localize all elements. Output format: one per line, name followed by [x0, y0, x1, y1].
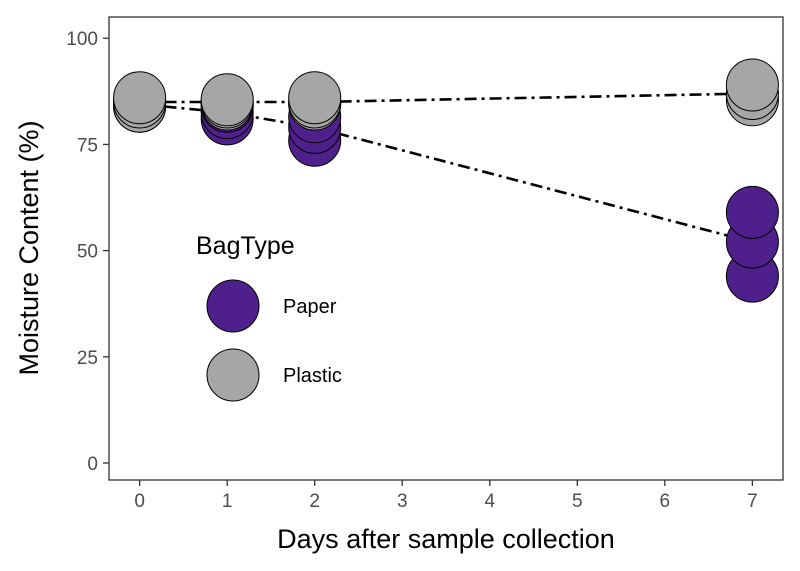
- point-plastic: [113, 71, 167, 125]
- y-tick-label: 75: [77, 135, 98, 156]
- y-tick-label: 100: [66, 29, 98, 50]
- legend-label-plastic: Plastic: [283, 365, 342, 387]
- x-tick-label: 0: [134, 491, 145, 512]
- legend-key-plastic: [206, 348, 260, 402]
- y-tick-label: 50: [77, 242, 98, 263]
- legend-key-paper: [206, 279, 260, 333]
- x-axis-title: Days after sample collection: [277, 524, 615, 554]
- x-tick-label: 6: [660, 491, 671, 512]
- trend-line-paper: [139, 102, 753, 244]
- x-tick-label: 5: [572, 491, 583, 512]
- point-plastic: [725, 58, 779, 112]
- point-plastic: [200, 73, 254, 127]
- legend-title: BagType: [196, 232, 295, 260]
- x-tick-label: 1: [222, 491, 233, 512]
- trend-lines: [139, 92, 753, 244]
- y-tick-label: 25: [77, 348, 98, 369]
- point-paper: [725, 185, 779, 239]
- x-tick-label: 7: [747, 491, 758, 512]
- trend-line-plastic: [139, 92, 753, 104]
- x-tick-label: 4: [484, 491, 495, 512]
- data-points: [113, 58, 779, 303]
- plot-panel-border: [108, 16, 784, 481]
- point-plastic: [288, 71, 342, 125]
- x-tick-label: 3: [397, 491, 408, 512]
- y-axis-title: Moisture Content (%): [14, 120, 44, 375]
- y-axis: 0 25 50 75 100: [66, 29, 109, 475]
- x-axis: 0 1 2 3 4 5 6 7: [134, 480, 758, 512]
- x-tick-label: 2: [309, 491, 320, 512]
- y-tick-label: 0: [87, 454, 98, 475]
- legend: BagType Paper Plastic: [196, 232, 342, 402]
- legend-label-paper: Paper: [283, 296, 337, 318]
